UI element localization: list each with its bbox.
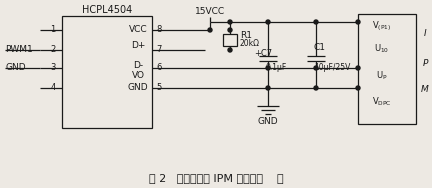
Text: D+: D+	[131, 40, 145, 49]
Text: C1: C1	[314, 42, 326, 52]
Text: +C7: +C7	[254, 49, 272, 58]
Text: GND: GND	[5, 64, 25, 73]
Text: D-: D-	[133, 61, 143, 70]
Bar	[62, 16, 152, 128]
Text: VCC: VCC	[129, 26, 147, 35]
Circle shape	[228, 20, 232, 24]
Bar	[223, 34, 237, 46]
Circle shape	[228, 28, 232, 32]
Text: 4: 4	[51, 83, 56, 92]
Text: $\mathregular{V_{DPC}}$: $\mathregular{V_{DPC}}$	[372, 96, 392, 108]
Circle shape	[228, 48, 232, 52]
Circle shape	[356, 66, 360, 70]
Text: 图 2   隔离驱动和 IPM 的接口（    ）: 图 2 隔离驱动和 IPM 的接口（ ）	[149, 173, 283, 183]
Circle shape	[266, 20, 270, 24]
Text: R1: R1	[240, 32, 252, 40]
Text: 5: 5	[156, 83, 162, 92]
Text: $\mathregular{U_P}$: $\mathregular{U_P}$	[376, 70, 388, 82]
Circle shape	[266, 66, 270, 70]
Text: 15VCC: 15VCC	[195, 8, 225, 17]
Text: $\mathregular{U_{10}}$: $\mathregular{U_{10}}$	[375, 43, 390, 55]
Text: 0.1μF: 0.1μF	[266, 64, 287, 73]
Text: I: I	[424, 30, 426, 39]
Text: HCPL4504: HCPL4504	[82, 5, 132, 15]
Text: 7: 7	[156, 45, 162, 55]
Text: GND: GND	[128, 83, 148, 92]
Text: 6: 6	[156, 64, 162, 73]
Circle shape	[356, 86, 360, 90]
Text: $\mathregular{V_{(P1)}}$: $\mathregular{V_{(P1)}}$	[372, 19, 391, 33]
Text: VO: VO	[131, 71, 144, 80]
Bar	[358, 14, 416, 124]
Circle shape	[266, 86, 270, 90]
Text: M: M	[421, 84, 429, 93]
Text: 1: 1	[51, 26, 56, 35]
Text: PWM1: PWM1	[5, 45, 33, 55]
Circle shape	[208, 28, 212, 32]
Text: 3: 3	[50, 64, 56, 73]
Text: 8: 8	[156, 26, 162, 35]
Text: 2: 2	[51, 45, 56, 55]
Circle shape	[356, 20, 360, 24]
Text: 10μF/25V: 10μF/25V	[314, 64, 350, 73]
Text: GND: GND	[257, 117, 278, 126]
Circle shape	[314, 86, 318, 90]
Text: 20kΩ: 20kΩ	[240, 39, 260, 49]
Circle shape	[314, 66, 318, 70]
Text: P: P	[422, 59, 428, 68]
Circle shape	[314, 20, 318, 24]
